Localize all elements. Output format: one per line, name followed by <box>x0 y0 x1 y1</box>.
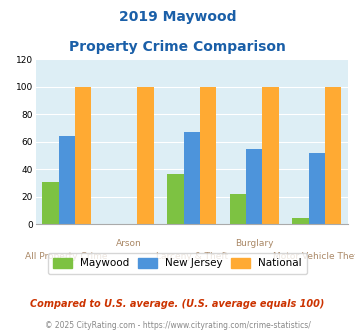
Text: Property Crime Comparison: Property Crime Comparison <box>69 40 286 53</box>
Text: Burglary: Burglary <box>235 239 273 248</box>
Bar <box>230 194 246 224</box>
Bar <box>292 217 308 224</box>
Bar <box>42 182 59 224</box>
Bar <box>246 149 262 224</box>
Text: 2019 Maywood: 2019 Maywood <box>119 10 236 24</box>
Bar <box>184 132 200 224</box>
Bar <box>75 87 91 224</box>
Bar <box>325 87 341 224</box>
Text: Motor Vehicle Theft: Motor Vehicle Theft <box>273 252 355 261</box>
Text: All Property Crime: All Property Crime <box>26 252 108 261</box>
Text: © 2025 CityRating.com - https://www.cityrating.com/crime-statistics/: © 2025 CityRating.com - https://www.city… <box>45 321 310 330</box>
Bar <box>262 87 279 224</box>
Bar <box>200 87 216 224</box>
Bar <box>137 87 154 224</box>
Bar <box>59 136 75 224</box>
Bar <box>167 174 184 224</box>
Text: Arson: Arson <box>116 239 142 248</box>
Text: Larceny & Theft: Larceny & Theft <box>155 252 228 261</box>
Text: Compared to U.S. average. (U.S. average equals 100): Compared to U.S. average. (U.S. average … <box>30 299 325 309</box>
Legend: Maywood, New Jersey, National: Maywood, New Jersey, National <box>48 253 307 274</box>
Bar <box>308 153 325 224</box>
